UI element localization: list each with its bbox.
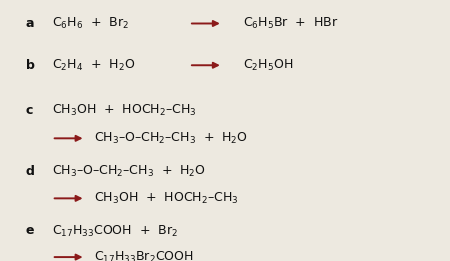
Text: CH$_3$–O–CH$_2$–CH$_3$  +  H$_2$O: CH$_3$–O–CH$_2$–CH$_3$ + H$_2$O (52, 163, 206, 179)
Text: $\mathbf{e}$: $\mathbf{e}$ (25, 224, 35, 238)
Text: $\mathbf{b}$: $\mathbf{b}$ (25, 58, 35, 72)
Text: CH$_3$–O–CH$_2$–CH$_3$  +  H$_2$O: CH$_3$–O–CH$_2$–CH$_3$ + H$_2$O (94, 131, 248, 146)
Text: $\mathbf{c}$: $\mathbf{c}$ (25, 104, 33, 117)
Text: C$_{17}$H$_{33}$COOH  +  Br$_2$: C$_{17}$H$_{33}$COOH + Br$_2$ (52, 223, 178, 239)
Text: C$_6$H$_5$Br  +  HBr: C$_6$H$_5$Br + HBr (243, 16, 338, 31)
Text: C$_{17}$H$_{33}$Br$_2$COOH: C$_{17}$H$_{33}$Br$_2$COOH (94, 250, 194, 261)
Text: CH$_3$OH  +  HOCH$_2$–CH$_3$: CH$_3$OH + HOCH$_2$–CH$_3$ (94, 191, 239, 206)
Text: $\mathbf{a}$: $\mathbf{a}$ (25, 17, 34, 30)
Text: C$_2$H$_4$  +  H$_2$O: C$_2$H$_4$ + H$_2$O (52, 58, 135, 73)
Text: $\mathbf{d}$: $\mathbf{d}$ (25, 164, 35, 178)
Text: CH$_3$OH  +  HOCH$_2$–CH$_3$: CH$_3$OH + HOCH$_2$–CH$_3$ (52, 103, 196, 118)
Text: C$_2$H$_5$OH: C$_2$H$_5$OH (243, 58, 293, 73)
Text: C$_6$H$_6$  +  Br$_2$: C$_6$H$_6$ + Br$_2$ (52, 16, 129, 31)
